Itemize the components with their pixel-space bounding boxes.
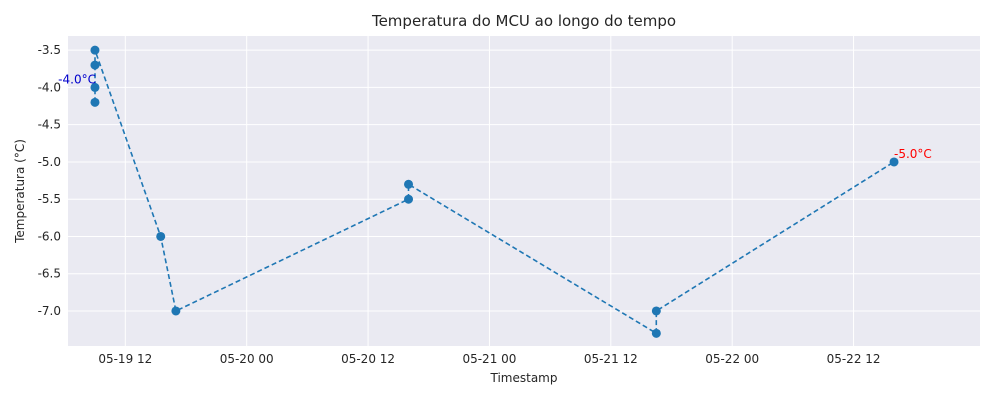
- y-axis-label: Temperatura (°C): [13, 139, 27, 244]
- data-point: [156, 231, 166, 241]
- y-tick-label: -5.0: [38, 155, 61, 169]
- data-point: [651, 306, 661, 316]
- data-point: [889, 157, 899, 167]
- data-point: [90, 82, 100, 92]
- data-point: [90, 97, 100, 107]
- chart-title: Temperatura do MCU ao longo do tempo: [371, 12, 676, 30]
- x-tick-label: 05-21 00: [462, 352, 516, 366]
- y-tick-label: -7.0: [38, 304, 61, 318]
- data-label: -5.0°C: [894, 147, 932, 161]
- y-tick-label: -5.5: [38, 192, 61, 206]
- y-tick-label: -6.5: [38, 267, 61, 281]
- y-tick-labels: -3.5 -4.0 -4.5 -5.0 -5.5 -6.0 -6.5 -7.0: [38, 43, 61, 318]
- data-points: [90, 45, 899, 338]
- x-tick-label: 05-20 12: [341, 352, 395, 366]
- data-point: [90, 45, 100, 55]
- x-axis-label: Timestamp: [490, 371, 558, 385]
- x-tick-label: 05-22 12: [827, 352, 881, 366]
- y-tick-label: -6.0: [38, 229, 61, 243]
- y-tick-label: -4.0: [38, 80, 61, 94]
- data-point: [404, 179, 414, 189]
- plot-area: [68, 36, 980, 346]
- y-tick-label: -3.5: [38, 43, 61, 57]
- x-tick-label: 05-21 12: [584, 352, 638, 366]
- data-point: [171, 306, 181, 316]
- grid: [68, 36, 980, 346]
- data-point: [90, 60, 100, 70]
- data-point: [651, 328, 661, 338]
- data-label: -4.0°C: [58, 72, 96, 86]
- x-tick-label: 05-22 00: [705, 352, 759, 366]
- x-tick-label: 05-19 12: [98, 352, 152, 366]
- y-tick-label: -4.5: [38, 118, 61, 132]
- annotations: -4.0°C -5.0°C: [58, 72, 932, 161]
- x-tick-labels: 05-19 12 05-20 00 05-20 12 05-21 00 05-21 12…: [98, 352, 880, 366]
- data-point: [404, 194, 414, 204]
- x-tick-label: 05-20 00: [220, 352, 274, 366]
